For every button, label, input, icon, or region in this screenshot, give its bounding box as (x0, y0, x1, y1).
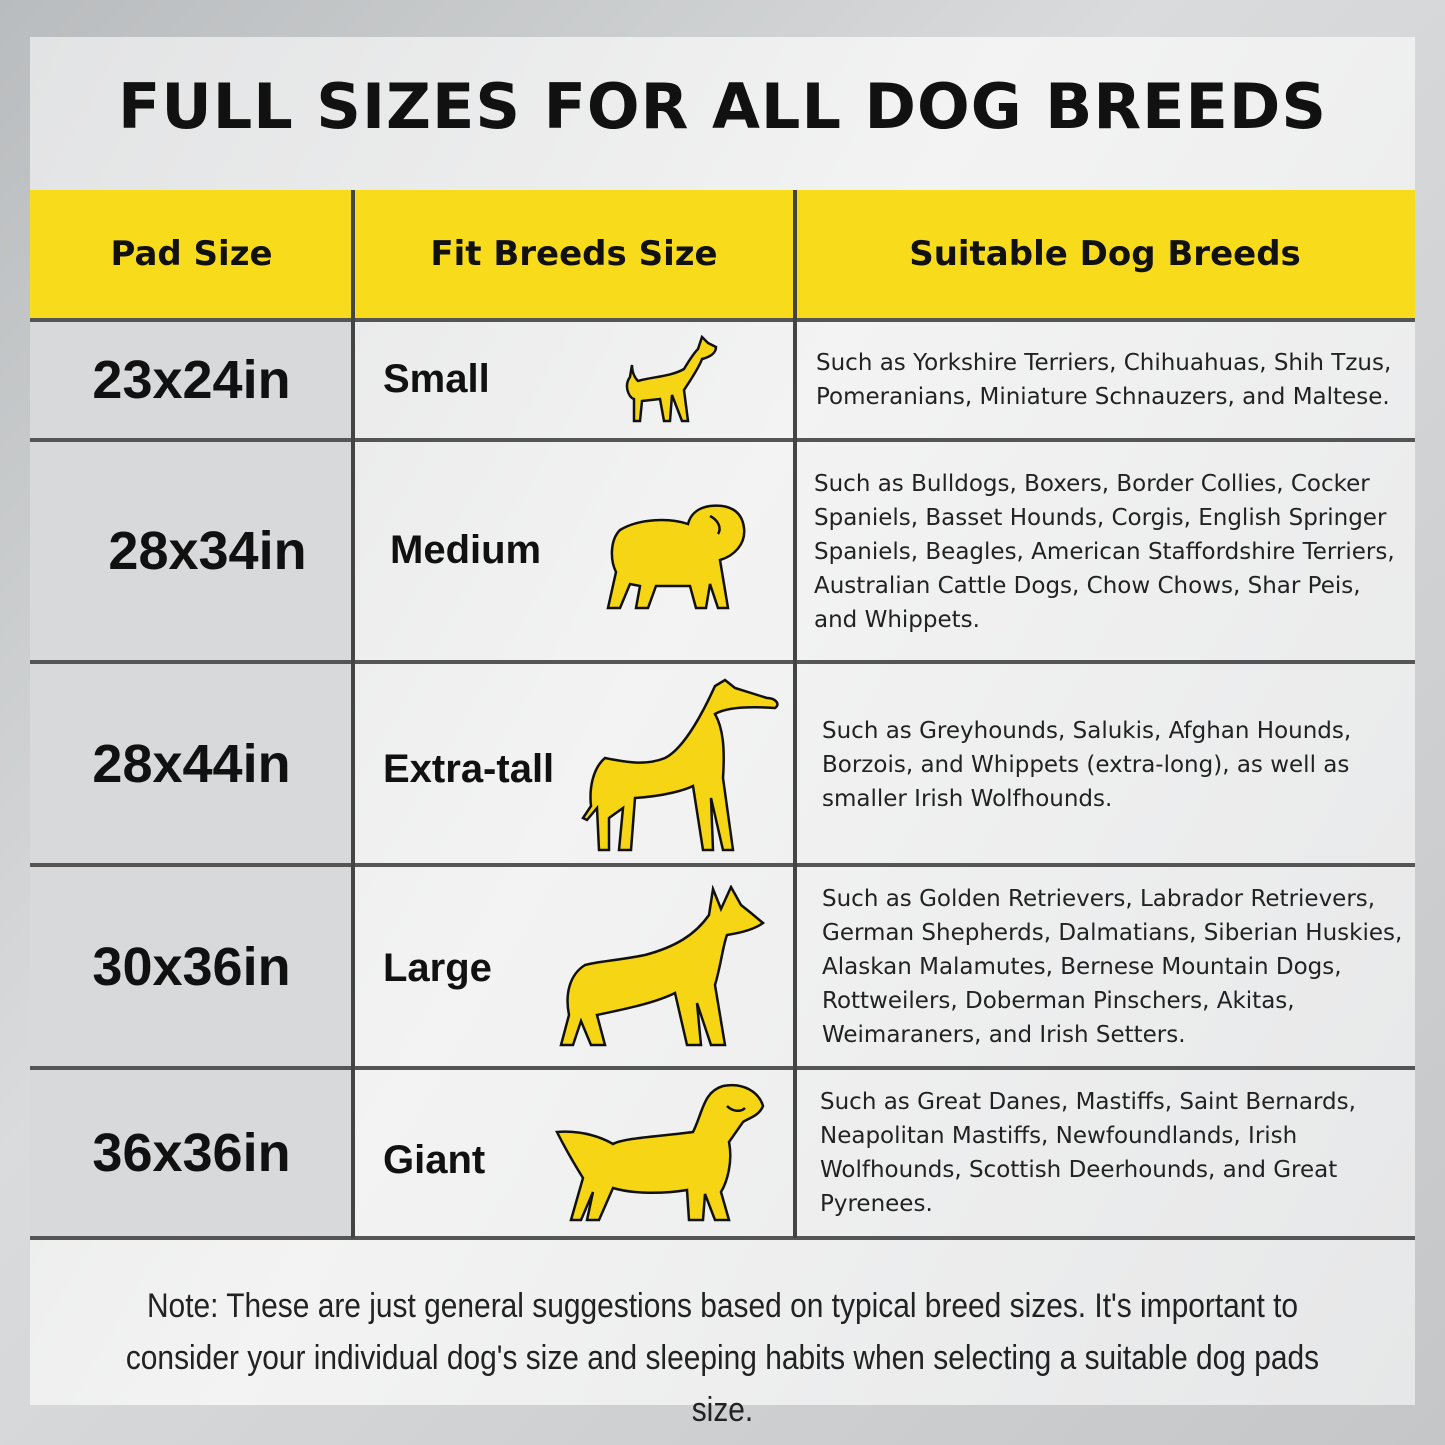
pad-size: 23x24in (92, 350, 291, 410)
row-divider (30, 438, 1415, 442)
retriever-icon (555, 1083, 765, 1222)
pug-icon (606, 504, 746, 610)
size-column-bg (30, 322, 353, 1238)
fit-size: Extra-tall (383, 747, 555, 791)
fit-size: Small (383, 357, 490, 401)
chihuahua-icon (625, 335, 718, 423)
row-divider (30, 863, 1415, 867)
fit-size: Large (383, 946, 492, 990)
fit-size: Medium (390, 528, 542, 572)
column-divider (793, 190, 797, 1238)
pad-size: 28x44in (92, 733, 291, 794)
fit-size: Giant (383, 1138, 486, 1182)
footnote: Note: These are just general suggestions… (125, 1287, 1320, 1429)
pad-size: 36x36in (92, 1123, 291, 1183)
table-header: Pad Size Fit Breeds Size Suitable Dog Br… (30, 190, 1415, 322)
row-divider (30, 1236, 1415, 1240)
row-divider (30, 1066, 1415, 1070)
header-pad-size: Pad Size (110, 234, 273, 274)
page-title: FULL SIZES FOR ALL DOG BREEDS (118, 70, 1327, 143)
breeds-description: Such as Bulldogs, Boxers, Border Collies… (814, 471, 1395, 633)
column-divider (351, 190, 355, 1238)
pad-size: 28x34in (108, 521, 307, 581)
greyhound-icon (581, 678, 779, 852)
breeds-description: Such as Yorkshire Terriers, Chihuahuas, … (816, 350, 1392, 410)
breeds-description: Such as Great Danes, Mastiffs, Saint Ber… (820, 1089, 1356, 1217)
breeds-description: Such as Greyhounds, Salukis, Afghan Houn… (822, 718, 1352, 812)
header-fit-breeds-size: Fit Breeds Size (430, 234, 718, 274)
row-divider (30, 660, 1415, 664)
breeds-description: Such as Golden Retrievers, Labrador Retr… (822, 886, 1403, 1048)
pad-size: 30x36in (92, 936, 291, 997)
header-suitable-breeds: Suitable Dog Breeds (909, 234, 1301, 274)
shepherd-icon (559, 885, 766, 1047)
